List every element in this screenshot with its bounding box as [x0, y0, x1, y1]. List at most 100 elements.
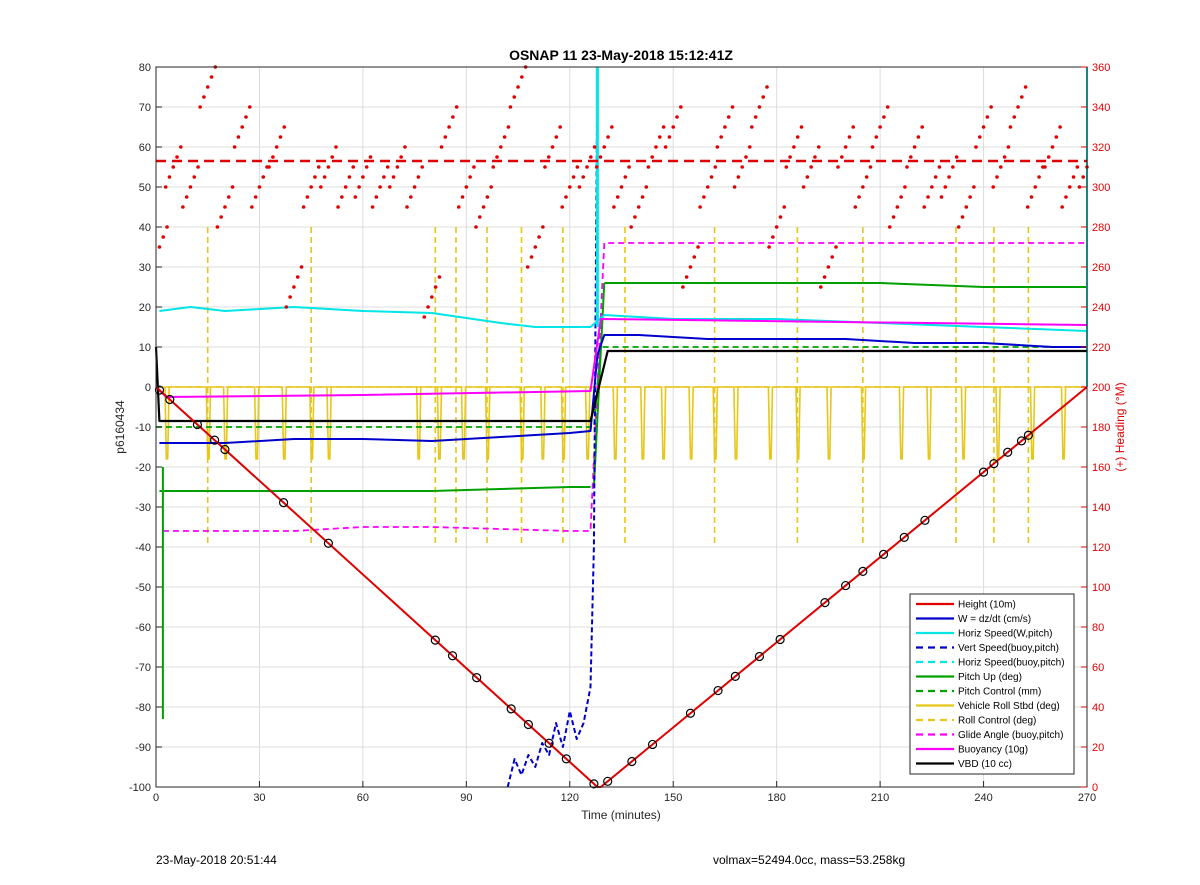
y-tick-label: -10 — [135, 422, 151, 434]
heading-point — [412, 185, 417, 189]
height-marker — [1016, 436, 1027, 446]
legend-entry: Horiz Speed(W,pitch) — [958, 629, 1052, 640]
heading-point — [606, 135, 610, 139]
heading-point — [826, 265, 831, 269]
y-tick-label: 30 — [139, 262, 151, 274]
heading-point — [830, 255, 834, 259]
y2-tick-label: 60 — [1092, 662, 1104, 674]
heading-point — [1046, 155, 1051, 159]
heading-point — [309, 185, 313, 189]
heading-point — [757, 105, 762, 109]
heading-point — [908, 155, 913, 159]
y-tick-label: -100 — [129, 782, 151, 794]
heading-point — [1058, 125, 1062, 129]
y-tick-label: 20 — [139, 302, 151, 314]
heading-point — [326, 165, 331, 169]
y2-tick-label: 120 — [1092, 542, 1110, 554]
y2-tick-label: 340 — [1092, 102, 1110, 114]
heading-point — [705, 185, 710, 189]
heading-point — [571, 175, 576, 179]
heading-point — [336, 205, 340, 209]
height-marker — [472, 673, 482, 683]
height-marker — [1023, 430, 1033, 440]
heading-point — [387, 185, 392, 189]
heading-point — [516, 85, 520, 89]
heading-point — [489, 185, 493, 189]
height-marker — [978, 467, 989, 477]
heading-point — [464, 185, 469, 189]
heading-point — [179, 145, 183, 149]
heading-point — [713, 165, 718, 169]
legend-entry: Horiz Speed(buoy,pitch) — [958, 658, 1065, 669]
heading-point — [709, 175, 714, 179]
heading-point — [391, 175, 396, 179]
height-marker — [841, 580, 851, 591]
heading-point — [361, 175, 365, 179]
heading-point — [629, 225, 633, 229]
heading-point — [537, 235, 541, 239]
heading-point — [163, 185, 168, 189]
heading-point — [602, 145, 607, 149]
series-vert-speed — [506, 66, 599, 788]
heading-point — [278, 135, 283, 139]
x-tick-label: 0 — [153, 792, 159, 804]
heading-point — [853, 205, 858, 209]
series-glide-angle — [162, 242, 1087, 532]
heading-point — [964, 205, 969, 209]
heading-point — [340, 195, 344, 199]
heading-point — [805, 175, 810, 179]
heading-point — [937, 165, 942, 169]
heading-point — [506, 125, 511, 129]
legend-box — [909, 593, 1075, 775]
heading-point — [795, 135, 800, 139]
heading-point — [663, 145, 668, 149]
heading-point — [230, 185, 235, 189]
heading-point — [322, 175, 327, 179]
heading-point — [612, 205, 616, 209]
heading-point — [236, 135, 241, 139]
heading-point — [861, 185, 865, 189]
legend-entry: Roll Control (deg) — [958, 716, 1036, 727]
series-pitch-dive — [159, 486, 591, 492]
heading-point — [1037, 175, 1041, 179]
heading-point — [219, 215, 223, 219]
heading-point — [726, 115, 731, 119]
heading-point — [567, 185, 572, 189]
legend-entry: Height (10m) — [958, 600, 1016, 611]
footer-vehicle-info: volmax=52494.0cc, mass=53.258kg — [713, 853, 906, 867]
series-pitch-control — [156, 346, 1087, 428]
heading-point — [692, 255, 697, 259]
heading-point — [184, 195, 189, 199]
heading-point — [654, 145, 658, 149]
heading-point — [316, 165, 321, 169]
height-marker — [192, 419, 202, 430]
heading-point — [885, 105, 890, 109]
heading-point — [939, 195, 944, 199]
heading-point — [1054, 135, 1059, 139]
y2-tick-label: 80 — [1092, 622, 1104, 634]
heading-point — [443, 135, 448, 139]
heading-point — [202, 95, 206, 99]
heading-point — [577, 185, 582, 189]
heading-point — [681, 285, 685, 289]
heading-point — [385, 165, 390, 169]
heading-point — [161, 235, 166, 239]
heading-point — [581, 175, 586, 179]
heading-point — [282, 125, 287, 129]
heading-point — [560, 205, 564, 209]
heading-point — [995, 175, 999, 179]
height-marker — [589, 779, 599, 789]
heading-point — [981, 125, 986, 129]
heading-point — [834, 245, 838, 249]
heading-point — [368, 155, 373, 159]
y-tick-label: 50 — [139, 182, 151, 194]
heading-point — [847, 135, 852, 139]
heading-point — [533, 245, 538, 249]
heading-point — [378, 185, 382, 189]
legend-entry: Glide Angle (buoy,pitch) — [958, 730, 1063, 741]
heading-point — [508, 105, 513, 109]
heading-point — [960, 215, 965, 219]
y2-tick-label: 100 — [1092, 582, 1110, 594]
heading-point — [954, 155, 959, 159]
heading-point — [1006, 145, 1011, 149]
